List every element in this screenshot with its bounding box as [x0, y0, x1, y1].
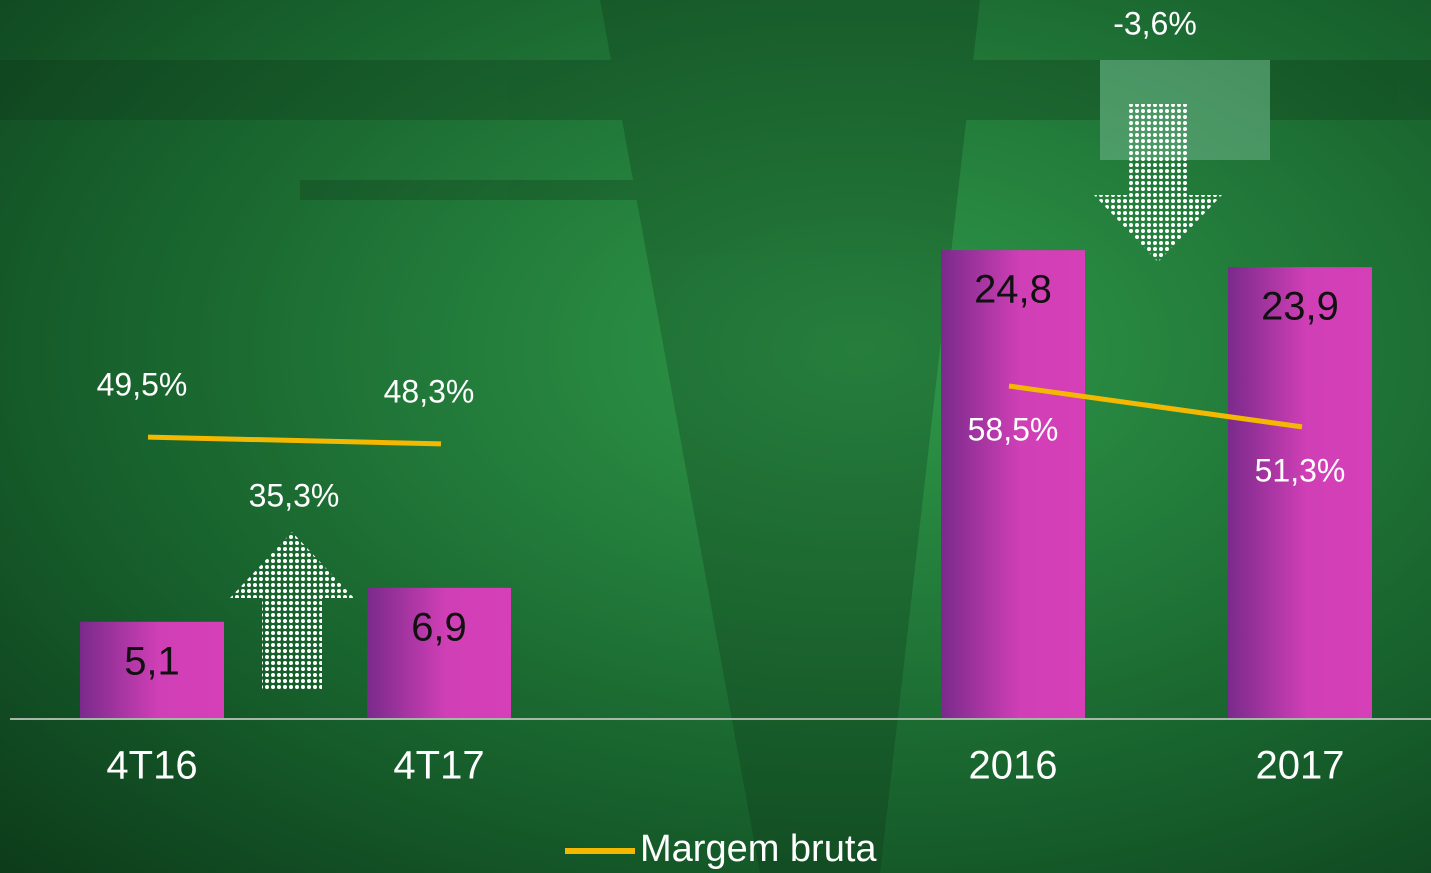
bar	[941, 250, 1085, 718]
x-tick-label: 4T16	[106, 744, 197, 788]
margin-line	[147, 434, 442, 447]
line-value-label: 49,5%	[97, 367, 188, 403]
x-tick-label: 2017	[1256, 744, 1345, 788]
value-label: 6,9	[411, 605, 467, 649]
value-label: 24,8	[974, 268, 1052, 312]
up-arrow	[230, 532, 354, 690]
x-tick-label: 2016	[969, 744, 1058, 788]
legend-label: Margem bruta	[640, 828, 877, 870]
margin-line	[1008, 383, 1303, 430]
down-arrow	[1094, 104, 1222, 262]
value-label: 23,9	[1261, 285, 1339, 329]
x-tick-label: 4T17	[393, 744, 484, 788]
line-value-label: 51,3%	[1255, 452, 1346, 488]
annotation: -3,6%	[1113, 5, 1197, 41]
bar	[80, 621, 224, 718]
line-value-label: 48,3%	[384, 373, 475, 409]
bar	[367, 587, 511, 718]
line-value-label: 58,5%	[968, 411, 1059, 447]
annotation: 35,3%	[249, 477, 340, 513]
bar	[1228, 267, 1372, 718]
value-label: 5,1	[124, 639, 180, 683]
